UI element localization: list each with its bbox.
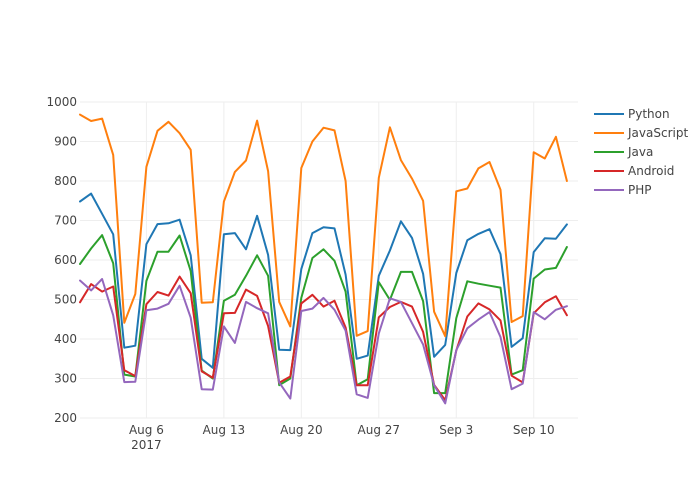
legend-item-php[interactable]: PHP	[594, 183, 652, 197]
legend-label: Android	[628, 164, 674, 178]
legend[interactable]: Python JavaScript Java Android PHP	[594, 107, 688, 197]
series-line-python	[79, 192, 568, 369]
y-tick-label: 400	[54, 332, 77, 346]
y-tick-label: 500	[54, 293, 77, 307]
x-tick-label: Sep 10	[513, 423, 555, 437]
series-lines	[79, 113, 568, 405]
x-tick-label: Aug 27	[358, 423, 401, 437]
y-tick-label: 600	[54, 253, 77, 267]
series-line-php	[79, 278, 568, 405]
legend-item-android[interactable]: Android	[594, 164, 674, 178]
grid-lines	[80, 101, 578, 419]
y-tick-label: 300	[54, 372, 77, 386]
y-tick-label: 800	[54, 174, 77, 188]
legend-label: PHP	[628, 183, 652, 197]
y-tick-label: 700	[54, 214, 77, 228]
x-tick-label: Aug 13	[203, 423, 246, 437]
series-line-javascript	[79, 113, 568, 338]
x-tick-label: Aug 20	[280, 423, 323, 437]
y-tick-label: 1000	[46, 95, 77, 109]
legend-item-python[interactable]: Python	[594, 107, 670, 121]
legend-item-javascript[interactable]: JavaScript	[594, 126, 688, 140]
y-axis-ticks: 200 300 400 500 600 700 800 900 1000	[46, 95, 77, 425]
y-tick-label: 900	[54, 135, 77, 149]
series-line-java	[79, 234, 568, 395]
x-tick-label: Aug 6	[129, 423, 164, 437]
x-tick-label: Sep 3	[439, 423, 473, 437]
y-tick-label: 200	[54, 411, 77, 425]
legend-label: Python	[628, 107, 670, 121]
series-line-android	[79, 275, 568, 402]
legend-label: Java	[627, 145, 653, 159]
legend-label: JavaScript	[627, 126, 688, 140]
legend-item-java[interactable]: Java	[594, 145, 653, 159]
x-tick-year-label: 2017	[131, 438, 162, 452]
